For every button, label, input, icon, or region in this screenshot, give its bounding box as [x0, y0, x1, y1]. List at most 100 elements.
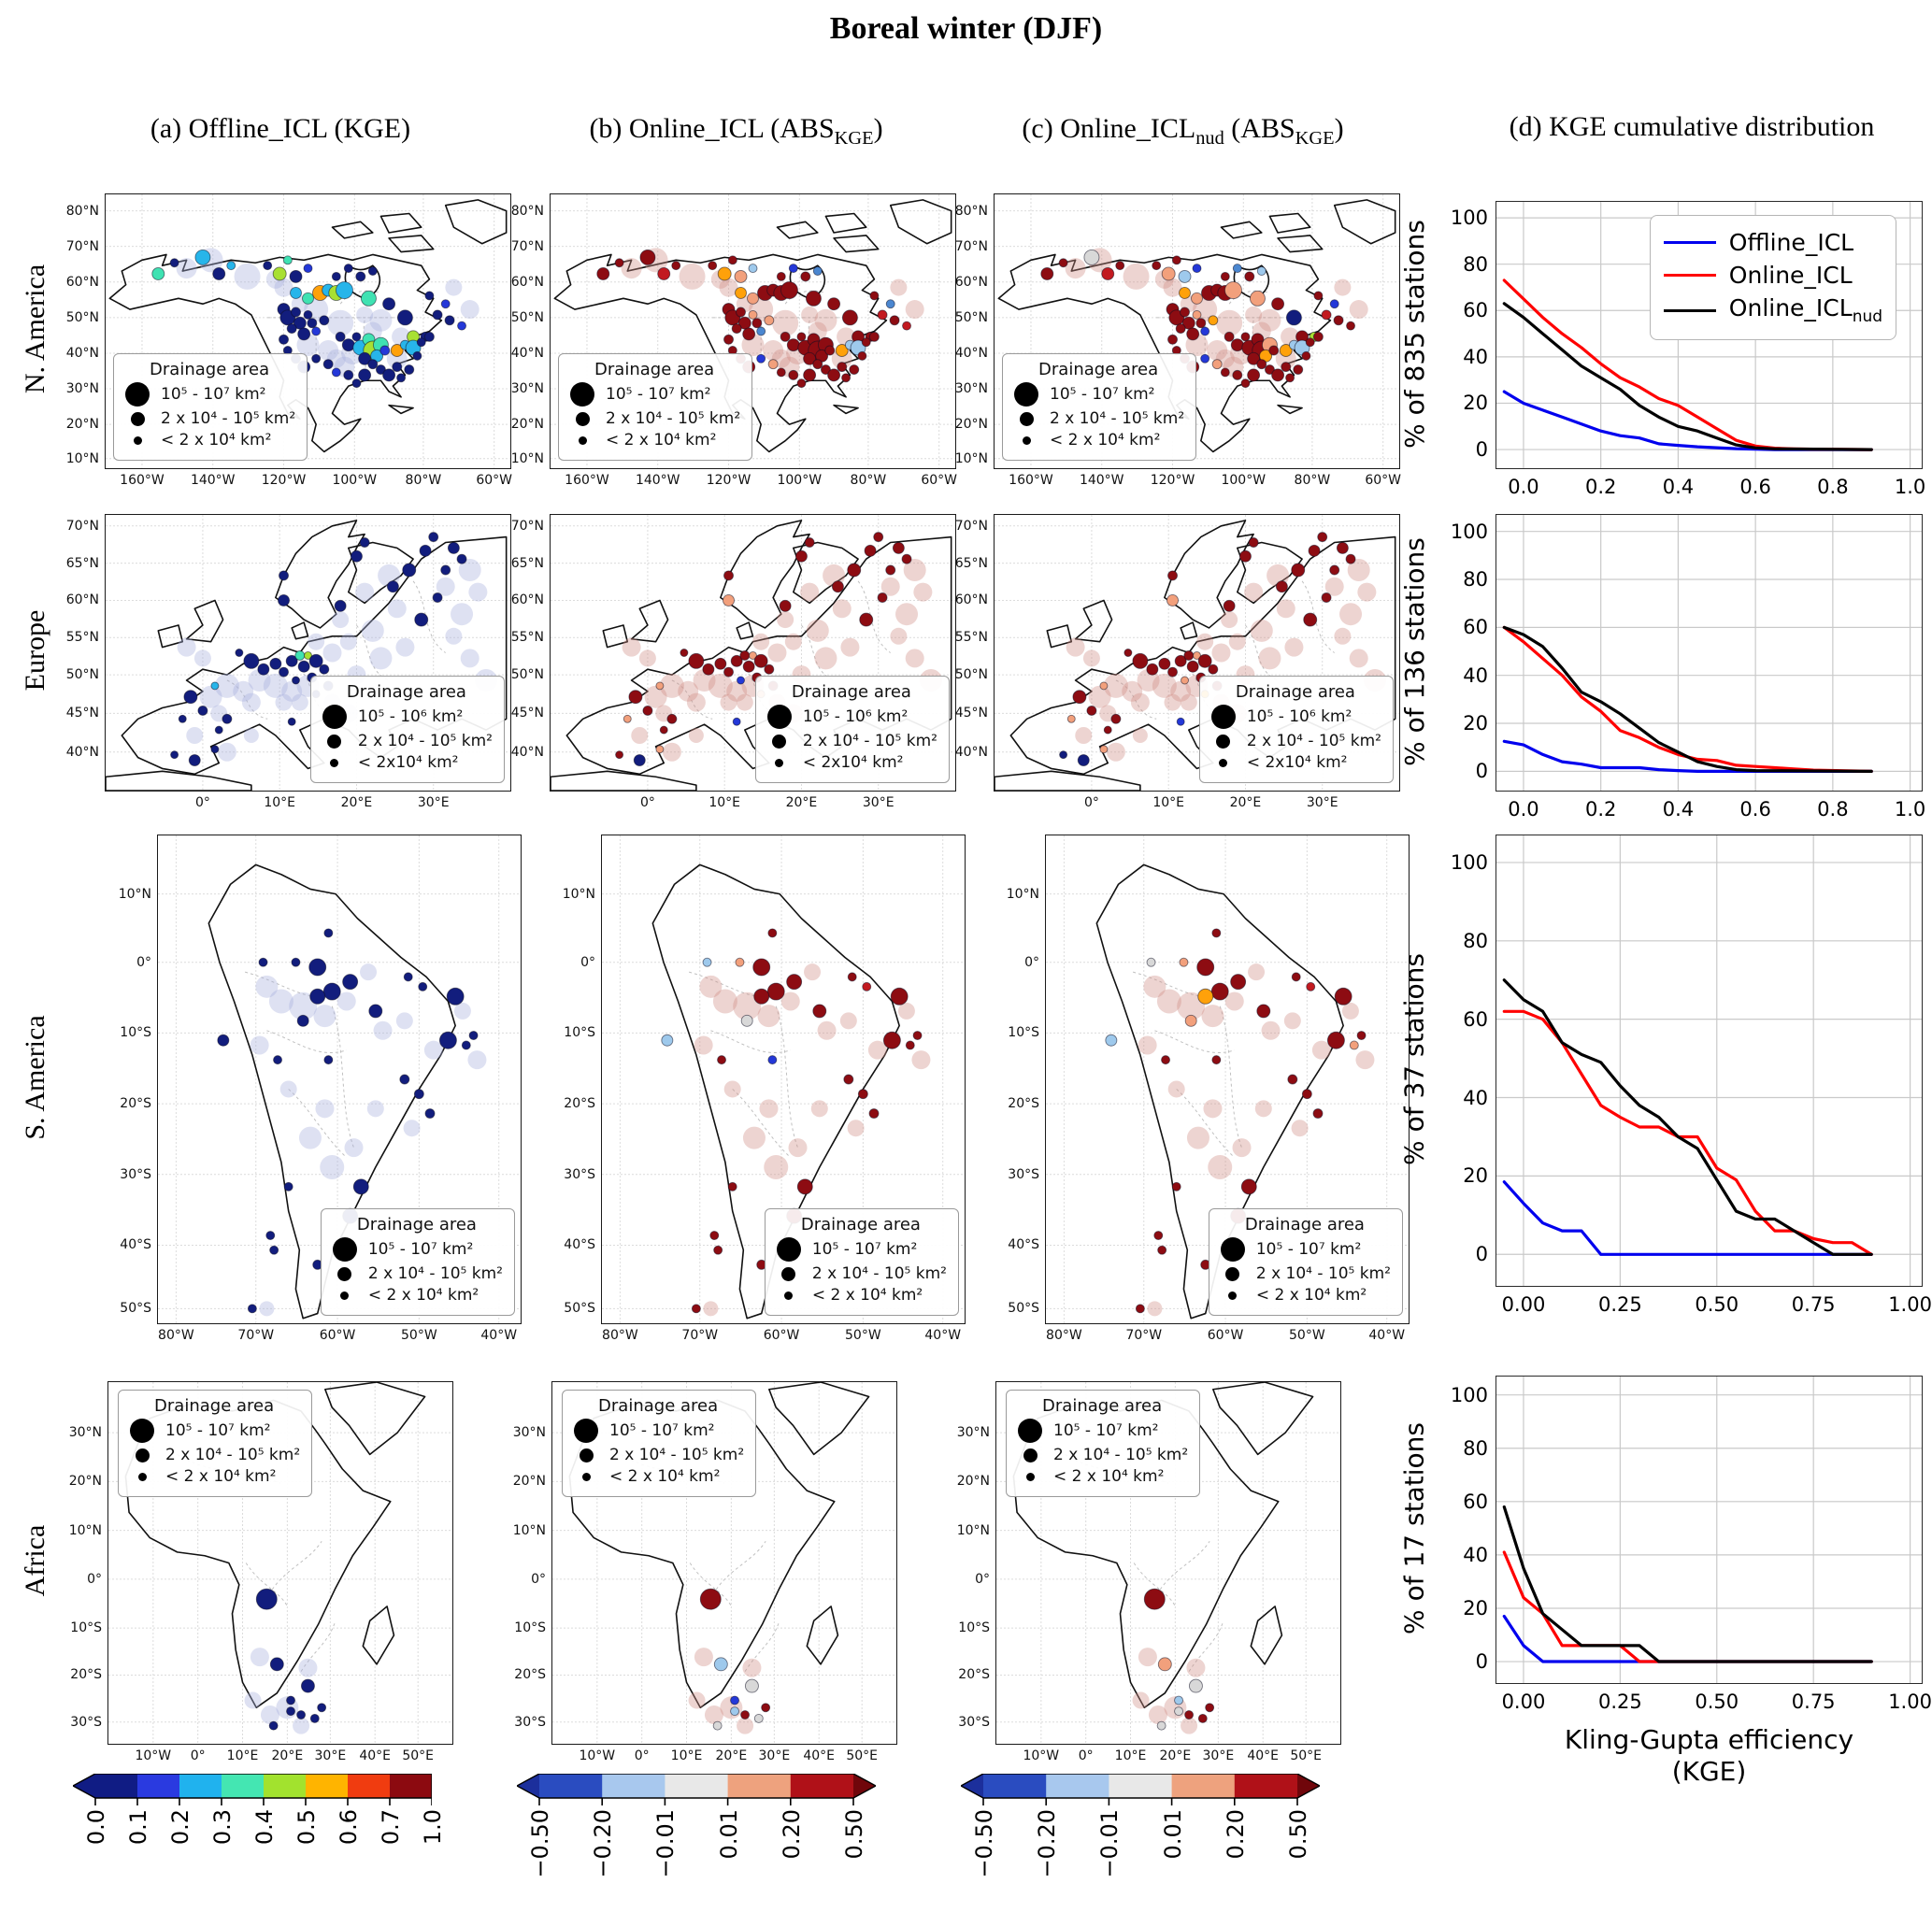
faded-station-dot	[1170, 680, 1192, 702]
station-dot	[730, 654, 743, 667]
station-dot	[691, 1304, 701, 1314]
faded-station-dot	[814, 647, 837, 670]
station-dot	[309, 988, 326, 1005]
coastline	[721, 521, 809, 628]
legend-size-label: < 2 x 10⁴ km²	[161, 431, 272, 449]
drainage-area-legend: Drainage area 10⁵ - 10⁷ km² 2 x 10⁴ - 10⁵ …	[113, 353, 308, 461]
chart-y-tick-label: 20	[1463, 1164, 1488, 1188]
station-dot	[1156, 1720, 1166, 1731]
faded-station-dot	[387, 599, 407, 619]
station-dot	[744, 1678, 759, 1693]
station-dot	[303, 309, 313, 320]
faded-station-dot	[704, 1705, 723, 1725]
station-dot	[296, 1710, 307, 1719]
legend-title: Drainage area	[598, 1396, 719, 1416]
station-dot	[307, 318, 318, 329]
border-line	[1133, 972, 1220, 997]
station-dot	[278, 593, 290, 606]
chart-x-tick-label: 0.25	[1597, 1293, 1642, 1316]
map-x-tick-label: 80°W	[1046, 1328, 1082, 1343]
station-dot	[1210, 982, 1229, 1001]
map-y-tick-label: 30°S	[514, 1714, 546, 1730]
station-dot	[827, 297, 841, 311]
station-dot	[446, 987, 465, 1006]
map-x-tick-label: 40°E	[1247, 1748, 1280, 1763]
colorbar-tick-label: 1.0	[420, 1809, 446, 1846]
map-x-tick-label: 0°	[190, 1748, 206, 1763]
faded-station-dot	[445, 278, 463, 296]
station-dot	[902, 321, 911, 331]
station-dot	[263, 261, 273, 271]
legend-row: 2 x 10⁴ - 10⁵ km²	[1219, 1264, 1391, 1283]
station-dot	[243, 652, 260, 669]
faded-station-dot	[638, 649, 656, 667]
series-Online_ICL	[1502, 625, 1873, 773]
station-dot	[457, 321, 466, 331]
map-x-tick-label: 60°W	[763, 1328, 800, 1343]
faded-station-dot	[403, 1120, 421, 1137]
station-dot	[183, 690, 198, 705]
station-dot	[1312, 1108, 1324, 1119]
station-dot	[468, 1031, 479, 1040]
map-x-tick-label: 120°W	[1150, 473, 1195, 488]
station-dot	[642, 705, 653, 716]
map-y-tick-label: 50°N	[954, 309, 988, 325]
map-y-tick-label: 10°S	[1008, 1025, 1039, 1041]
map-y-tick-label: 40°N	[954, 345, 988, 361]
coastline	[158, 625, 182, 648]
map-x-tick-label: 160°W	[120, 473, 165, 488]
border-line	[745, 1620, 780, 1671]
station-dot	[803, 368, 817, 382]
faded-station-dot	[298, 1658, 318, 1677]
station-dot	[290, 287, 302, 299]
station-dot	[709, 1231, 720, 1240]
map-x-tick-label: 30°E	[1202, 1748, 1235, 1763]
station-dot	[257, 663, 270, 676]
station-dot	[717, 266, 732, 281]
faded-station-dot	[806, 619, 829, 642]
faded-station-dot	[708, 673, 733, 698]
faded-station-dot	[260, 1705, 279, 1725]
faded-station-dot	[662, 742, 681, 762]
station-dot	[343, 369, 354, 380]
station-dot	[868, 1108, 880, 1119]
legend-size-dot	[133, 435, 142, 445]
station-dot	[885, 299, 895, 309]
station-dot	[1077, 754, 1090, 766]
map-canvas	[551, 515, 955, 791]
series-Online_ICL	[1502, 1009, 1873, 1256]
station-dot	[1291, 563, 1306, 578]
faded-station-dot	[911, 1050, 931, 1070]
station-dot	[862, 981, 872, 992]
faded-station-dot	[759, 1099, 779, 1119]
chart-canvas	[1496, 1377, 1922, 1683]
map-samerica-a: 80°W 70°W 60°W 50°W 40°W 10°N 0° 10°S 20°S 30°S 40…	[119, 835, 522, 1343]
station-dot	[1180, 307, 1190, 318]
legend-size-label: 10⁵ - 10⁷ km²	[1050, 385, 1155, 404]
station-dot	[287, 717, 296, 726]
legend-size-label: < 2x10⁴ km²	[1246, 753, 1348, 772]
station-dot	[1157, 1657, 1172, 1672]
legend-size-label: 2 x 10⁴ - 10⁵ km²	[1053, 1446, 1189, 1464]
map-y-tick-label: 10°N	[68, 1522, 102, 1538]
coastline	[389, 235, 434, 252]
station-dot	[1176, 717, 1185, 726]
station-dot	[1188, 1678, 1203, 1693]
colorbar-tick-label: 0.1	[125, 1809, 151, 1846]
faded-station-dot	[344, 1138, 364, 1158]
faded-station-dot	[847, 1120, 865, 1137]
legend-size-label: < 2 x 10⁴ km²	[606, 431, 717, 449]
station-dot	[1058, 258, 1068, 268]
station-dot	[432, 309, 443, 321]
border-line	[1220, 1006, 1241, 1148]
chart-y-tick-label: 100	[1450, 520, 1488, 543]
legend-size-dot	[1210, 705, 1236, 729]
drainage-area-legend: Drainage area 10⁵ - 10⁷ km² 2 x 10⁴ - 10⁵ …	[562, 1390, 757, 1497]
station-dot	[1211, 928, 1222, 938]
station-dot	[1271, 297, 1285, 311]
faded-station-dot	[890, 627, 908, 645]
faded-station-dot	[720, 693, 737, 711]
chart-x-tick-label: 0.50	[1695, 1293, 1739, 1316]
faded-station-dot	[293, 1717, 310, 1734]
faded-station-dot	[460, 649, 479, 668]
